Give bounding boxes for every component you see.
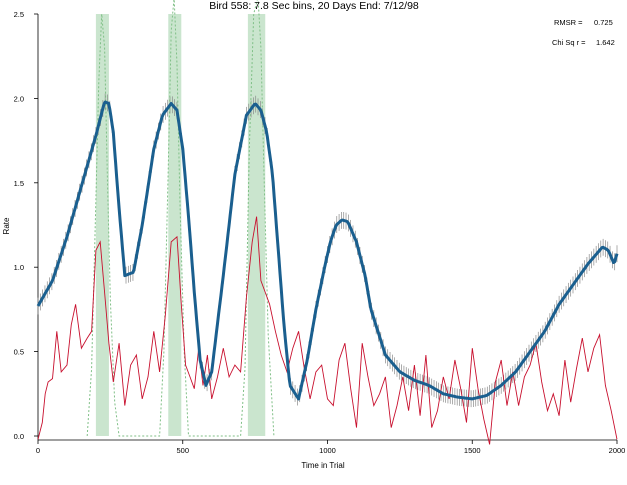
rmsr-label: RMSR =: [554, 18, 583, 27]
fit-curve-line: [36, 100, 619, 401]
x-axis-label: Time in Trial: [301, 461, 344, 470]
chi-sq-value: 1.642: [596, 38, 615, 47]
x-tick-label-3: 1000: [319, 446, 336, 455]
y-tick-label-3: 1.0: [14, 263, 24, 272]
y-tick-label-2: 0.5: [14, 348, 24, 357]
y-tick-label-6: 2.5: [14, 10, 24, 19]
chart-text: Bird 558: 7.8 Sec bins, 20 Days End: 7/1…: [2, 0, 615, 470]
x-tick-label-5: 2000: [609, 446, 626, 455]
x-tick-label-2: 500: [176, 446, 189, 455]
chi-sq-label: Chi Sq r =: [552, 38, 586, 47]
y-tick-label-1: 0.0: [14, 432, 24, 441]
observed-rate-line: [37, 216, 618, 445]
y-axis-label: Rate: [2, 217, 11, 234]
chart-title: Bird 558: 7.8 Sec bins, 20 Days End: 7/1…: [209, 0, 419, 12]
rmsr-value: 0.725: [594, 18, 613, 27]
shaded-region-3: [247, 14, 266, 436]
y-tick-label-5: 2.0: [14, 94, 24, 103]
shaded-region-1: [95, 14, 109, 436]
series-lines: [36, 0, 619, 445]
axes: 0.0 0.5 1.0 1.5 2.0 2.5 0 500 1000 1500 2000: [14, 10, 626, 455]
x-tick-label-1: 0: [36, 446, 40, 455]
y-tick-label-4: 1.5: [14, 179, 24, 188]
x-tick-label-4: 1500: [464, 446, 481, 455]
